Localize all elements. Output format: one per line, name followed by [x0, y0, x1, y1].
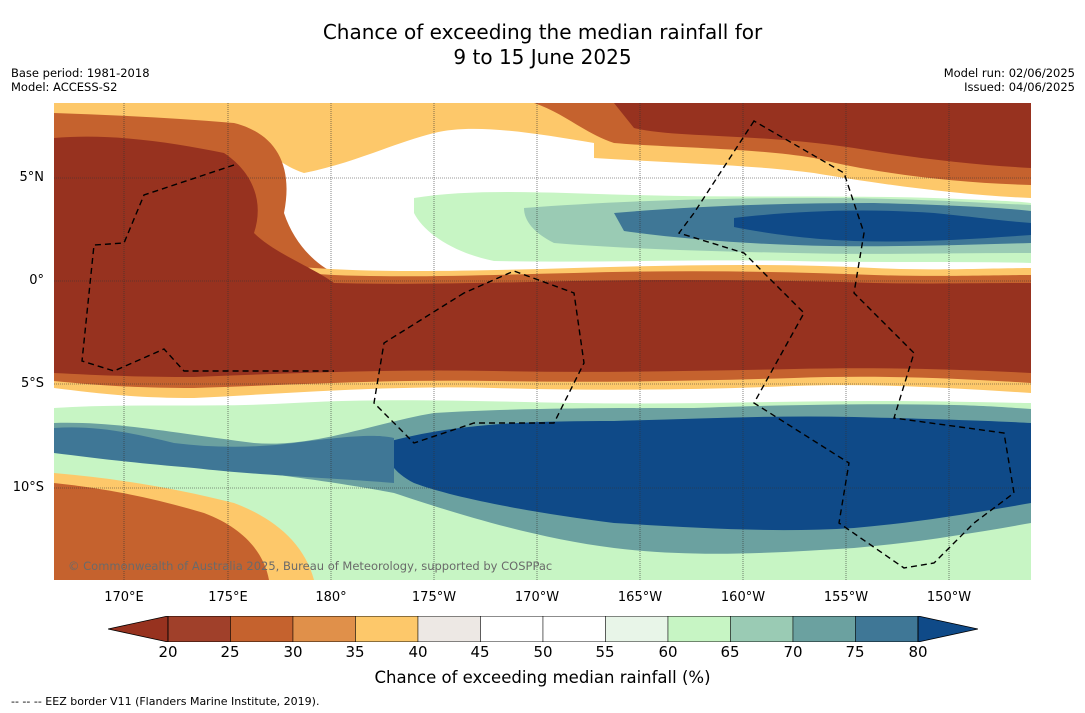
colorbar-cell	[417, 615, 481, 643]
map-title-line1: Chance of exceeding the median rainfall …	[322, 20, 763, 44]
colorbar-cell	[855, 615, 919, 643]
map-title-line2: 9 to 15 June 2025	[453, 45, 632, 69]
wet-band-south-west	[54, 427, 394, 483]
grid-lines	[54, 103, 1031, 580]
meta-right: Model run: 02/06/2025 Issued: 04/06/2025	[944, 66, 1075, 94]
lon-label-160w: 160°W	[720, 590, 766, 605]
colorbar-tick-70: 70	[783, 643, 803, 661]
colorbar-cell	[667, 615, 731, 643]
colorbar-cell	[167, 615, 231, 643]
colorbar-tick-30: 30	[283, 643, 303, 661]
model-run: Model run: 02/06/2025	[943, 66, 1075, 80]
dry-southwest	[54, 483, 269, 580]
eez-borders	[81, 120, 1015, 569]
lat-label-5n: 5°N	[19, 170, 45, 185]
colorbar-cell	[605, 615, 669, 643]
meta-left: Base period: 1981-2018 Model: ACCESS-S2	[11, 66, 150, 94]
lon-label-155w: 155°W	[823, 590, 869, 605]
colorbar-cell	[480, 615, 544, 643]
colorbar-low-arrow	[107, 615, 169, 643]
rainfall-map-svg	[54, 103, 1031, 580]
colorbar-svg	[107, 615, 979, 643]
colorbar-tick-55: 55	[595, 643, 615, 661]
lon-label-165w: 165°W	[617, 590, 663, 605]
colorbar-cells	[167, 615, 919, 643]
lon-label-175e: 175°E	[208, 590, 248, 605]
lon-label-180: 180°	[315, 590, 347, 605]
colorbar-cell	[730, 615, 794, 643]
colorbar-tick-40: 40	[408, 643, 428, 661]
colorbar-tick-35: 35	[345, 643, 365, 661]
rainfall-map	[54, 103, 1031, 580]
colorbar-high-arrow	[917, 615, 979, 643]
lon-label-150w: 150°W	[926, 590, 972, 605]
wet-band-north-deep	[734, 210, 1031, 242]
wet-band-south-deep	[384, 416, 1031, 531]
colorbar-cell	[230, 615, 294, 643]
colorbar-tick-45: 45	[470, 643, 490, 661]
eez-border-west	[81, 164, 334, 372]
lon-label-170e: 170°E	[104, 590, 144, 605]
colorbar-cell	[355, 615, 419, 643]
colorbar-tick-20: 20	[158, 643, 178, 661]
eez-legend-note: -- -- -- EEZ border V11 (Flanders Marine…	[11, 695, 320, 708]
colorbar-tick-65: 65	[720, 643, 740, 661]
eez-border-east	[677, 120, 1015, 569]
model-name: Model: ACCESS-S2	[11, 80, 118, 94]
lon-label-170w: 170°W	[514, 590, 560, 605]
colorbar-tick-50: 50	[533, 643, 553, 661]
colorbar-tick-80: 80	[908, 643, 928, 661]
copyright-notice: © Commonwealth of Australia 2025, Bureau…	[68, 559, 553, 573]
base-period: Base period: 1981-2018	[11, 66, 150, 80]
colorbar	[107, 615, 979, 643]
lat-label-0: 0°	[29, 273, 44, 288]
colorbar-cell	[292, 615, 356, 643]
lat-label-10s: 10°S	[12, 480, 44, 495]
colorbar-tick-60: 60	[658, 643, 678, 661]
dry-band-north-deep	[614, 103, 1031, 168]
map-title: Chance of exceeding the median rainfall …	[0, 20, 1085, 70]
lat-label-5s: 5°S	[20, 376, 44, 391]
colorbar-tick-75: 75	[845, 643, 865, 661]
lon-label-175w: 175°W	[411, 590, 457, 605]
dry-band-equatorial-deep	[54, 279, 1031, 377]
eez-border-central	[373, 270, 585, 444]
colorbar-tick-25: 25	[220, 643, 240, 661]
colorbar-cell	[792, 615, 856, 643]
colorbar-cell	[542, 615, 606, 643]
colorbar-label: Chance of exceeding median rainfall (%)	[374, 668, 711, 687]
issued-date: Issued: 04/06/2025	[964, 80, 1075, 94]
